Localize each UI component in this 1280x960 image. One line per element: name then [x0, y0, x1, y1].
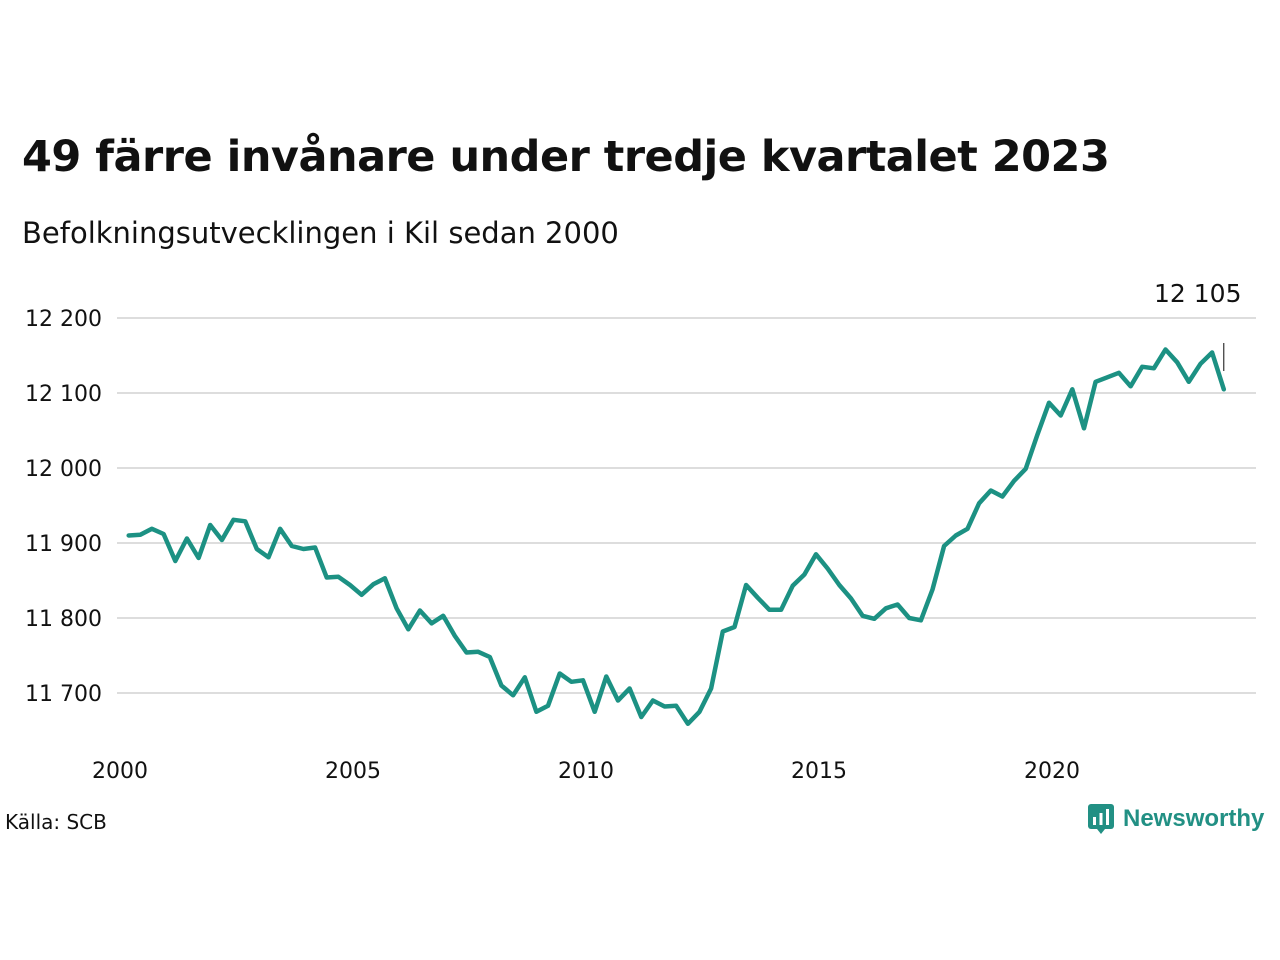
grid-lines [117, 317, 1256, 694]
x-tick-label: 2005 [325, 759, 381, 784]
chart-title: 49 färre invånare under tredje kvartalet… [22, 132, 1110, 182]
brand-name: Newsworthy [1123, 805, 1265, 832]
chart-subtitle: Befolkningsutvecklingen i Kil sedan 2000 [22, 216, 619, 250]
x-tick-label: 2020 [1024, 759, 1080, 784]
y-tick-label: 12 000 [25, 457, 102, 482]
end-value-label: 12 105 [1154, 279, 1241, 308]
newsworthy-logo-icon [1088, 804, 1114, 834]
y-tick-label: 12 100 [25, 382, 102, 407]
brand-logo: Newsworthy [1087, 803, 1264, 835]
x-tick-label: 2015 [791, 759, 847, 784]
x-tick-label: 2000 [92, 759, 148, 784]
y-tick-label: 12 200 [25, 307, 102, 332]
y-tick-label: 11 700 [25, 682, 102, 707]
y-tick-label: 11 800 [25, 607, 102, 632]
population-line [126, 347, 1227, 727]
y-tick-label: 11 900 [25, 532, 102, 557]
y-axis-tick-labels: 11 700 11 800 11 900 12 000 12 100 12 200 [25, 307, 102, 707]
x-axis-tick-labels: 2000 2005 2010 2015 2020 [92, 759, 1080, 784]
source-note: Källa: SCB [5, 810, 107, 834]
x-tick-label: 2010 [558, 759, 614, 784]
